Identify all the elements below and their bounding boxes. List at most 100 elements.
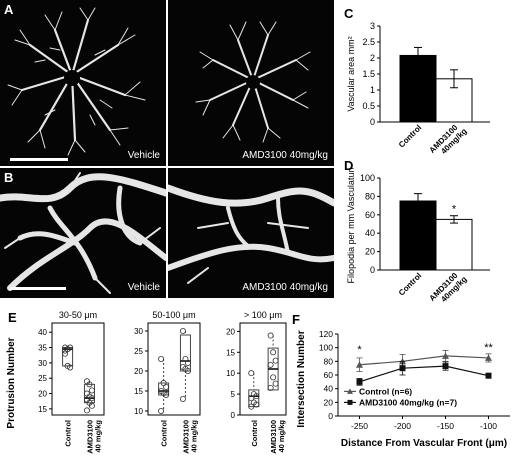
bar <box>399 54 437 123</box>
chart-e-protrusion: Protrusion Number 30-50 μm 15 20 25 30 35 40 Con… <box>6 310 287 454</box>
panel-letter-f: F <box>292 312 300 327</box>
y-tick-label: 15 <box>38 405 47 414</box>
subplot-frame <box>239 322 287 416</box>
y-tick-label: 5 <box>231 390 236 399</box>
legend-marker <box>347 388 353 394</box>
y-tick-label: 20 <box>226 327 235 336</box>
y-tick-label: 40 <box>324 384 334 394</box>
x-category-label: Control <box>397 271 423 297</box>
x-axis-title: Distance From Vascular Front (μm) <box>341 438 507 449</box>
vehicle-vessel-image <box>0 172 166 294</box>
panel-letter-b: B <box>4 170 14 185</box>
x-category-label-line: 40 mg/kg <box>93 420 102 453</box>
data-point <box>184 360 191 367</box>
data-marker <box>356 361 363 368</box>
data-point <box>272 357 279 364</box>
x-category-label-line: AMD3100 <box>269 420 278 454</box>
chart-c-vascular-area: 0 0.5 1 1.5 2 2.5 3 Vascular area mm² Control AMD… <box>346 21 490 160</box>
y-tick-label: 60 <box>324 370 334 380</box>
panel-letter-c: C <box>344 6 354 21</box>
y-tick-label: 2 <box>370 53 375 63</box>
subplot-title: > 100 μm <box>244 310 282 320</box>
legend-label: Control (n=6) <box>359 386 412 396</box>
y-axis-title: Protrusion Number <box>6 337 17 428</box>
x-category-label-line: 40 mg/kg <box>277 420 286 453</box>
subplot-frame <box>51 322 105 416</box>
data-point <box>62 347 69 354</box>
vehicle-retina-image <box>7 7 146 156</box>
subplot-title: 30-50 μm <box>59 310 97 320</box>
x-category-label: AMD310040 mg/kg <box>181 420 198 454</box>
data-marker <box>399 365 406 372</box>
data-point <box>248 403 255 410</box>
panel-letter-a: A <box>4 2 14 17</box>
amd3100-retina-image <box>195 21 311 143</box>
y-tick-label: 0.5 <box>362 101 375 111</box>
y-tick-label: 2.5 <box>362 37 375 47</box>
y-tick-label: 30 <box>38 359 47 368</box>
data-point <box>83 407 90 414</box>
data-marker <box>485 372 492 379</box>
x-category-label-line: 40 mg/kg <box>189 420 198 453</box>
data-point <box>272 380 279 387</box>
significance-mark: * <box>357 344 362 356</box>
significance-mark: ** <box>484 342 493 354</box>
panel-a-vehicle-image: Vehicle <box>0 0 166 166</box>
y-tick-label: 40 <box>38 328 47 337</box>
panel-a-amd3100-image: AMD3100 40mg/kg <box>168 0 334 166</box>
panel-b-scale-bar <box>10 287 66 290</box>
y-tick-label: 20 <box>324 397 334 407</box>
x-category-label: Control <box>160 420 169 447</box>
y-tick-label: 100 <box>360 173 375 183</box>
panel-a-scale-bar <box>10 158 68 161</box>
data-point <box>267 384 274 391</box>
data-marker <box>442 352 449 359</box>
panel-b-amd3100-image: AMD3100 40mg/kg <box>168 168 334 298</box>
x-tick-label: -200 <box>394 421 411 431</box>
data-point <box>179 396 186 403</box>
data-point <box>163 392 170 399</box>
x-category-label: Control <box>250 420 259 447</box>
data-point <box>253 393 260 400</box>
y-tick-label: 80 <box>324 356 334 366</box>
data-point <box>270 349 277 356</box>
y-tick-label: 15 <box>226 348 235 357</box>
y-tick-label: 0 <box>370 265 375 275</box>
data-point <box>158 408 165 415</box>
y-tick-label: 0 <box>370 117 375 127</box>
y-tick-label: 20 <box>38 390 47 399</box>
data-point <box>179 327 186 334</box>
panel-b-vehicle-caption: Vehicle <box>127 282 160 293</box>
y-tick-label: 0 <box>328 411 333 421</box>
y-axis-title: Filopodia per mm Vasculature <box>346 168 356 283</box>
data-marker <box>442 363 449 370</box>
series-line <box>359 365 489 383</box>
x-category-label: Control <box>397 123 423 149</box>
x-category-label-line: AMD3100 <box>181 420 190 454</box>
y-tick-label: 40 <box>365 228 375 238</box>
x-category-label: AMD310040mg/kg <box>428 120 469 160</box>
y-axis-title: Vascular area mm² <box>346 36 356 111</box>
y-tick-label: 25 <box>134 347 143 356</box>
y-axis-title: Intersection Number <box>296 330 307 427</box>
legend-label: AMD3100 40mg/kg (n=7) <box>359 397 457 407</box>
panel-a-amd3100-caption: AMD3100 40mg/kg <box>242 150 328 161</box>
panel-a-vehicle-caption: Vehicle <box>127 150 160 161</box>
y-tick-label: 30 <box>134 327 143 336</box>
y-tick-label: 1 <box>370 85 375 95</box>
data-point <box>67 364 74 371</box>
data-point <box>88 402 95 409</box>
data-point <box>163 384 170 391</box>
y-tick-label: 1.5 <box>362 69 375 79</box>
series-line <box>359 355 489 366</box>
panel-b-amd3100-caption: AMD3100 40mg/kg <box>242 282 328 293</box>
y-tick-label: 10 <box>226 369 235 378</box>
y-tick-label: 3 <box>370 21 375 31</box>
y-tick-label: 20 <box>365 247 375 257</box>
chart-d-filopodia: 0 20 40 60 80 100 Filopodia per mm Vasculature… <box>346 168 490 304</box>
x-tick-label: -100 <box>480 421 497 431</box>
x-category-label: AMD310040 mg/kg <box>269 420 286 454</box>
y-tick-label: 60 <box>365 210 375 220</box>
data-point <box>158 356 165 363</box>
x-category-label: AMD310040 mg/kg <box>85 420 102 454</box>
